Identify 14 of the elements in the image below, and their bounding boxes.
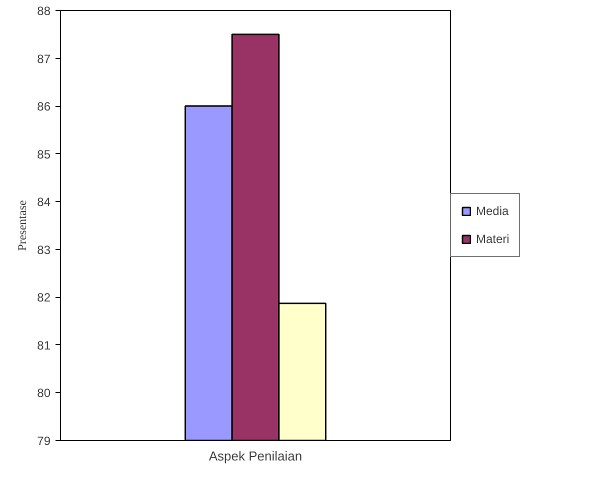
- y-tick-label: 87: [37, 52, 51, 66]
- y-tick-label: 86: [37, 100, 51, 114]
- legend-label: Materi: [476, 232, 510, 246]
- y-tick-label: 79: [37, 434, 51, 448]
- y-tick-label: 88: [37, 4, 51, 18]
- y-tick-label: 80: [37, 386, 51, 400]
- y-axis-title: Presentase: [15, 200, 30, 251]
- x-axis-title: Aspek Penilaian: [208, 448, 302, 464]
- y-tick-label: 81: [37, 338, 51, 352]
- y-tick-label: 84: [37, 195, 51, 210]
- legend-label: Media: [476, 204, 509, 218]
- y-tick-label: 83: [37, 242, 51, 257]
- y-tick-label: 85: [37, 147, 51, 162]
- y-tick-label: 82: [37, 290, 51, 305]
